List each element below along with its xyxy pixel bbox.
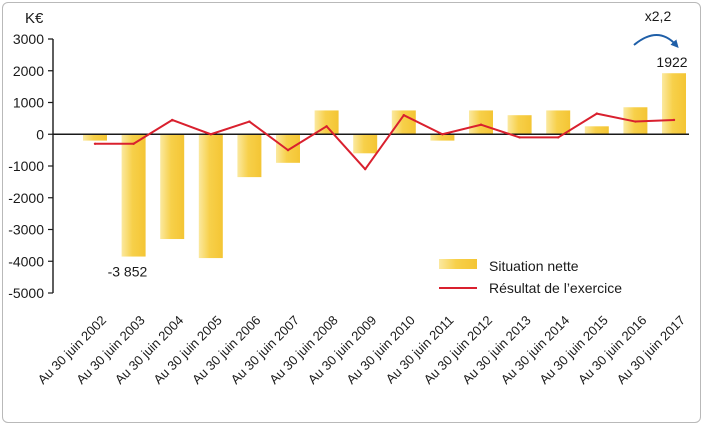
point-resultat-exercice xyxy=(364,167,367,171)
y-tick-label: 2000 xyxy=(13,63,44,79)
y-unit-label: K€ xyxy=(25,10,44,27)
x-tick-label: Au 30 juin 2008 xyxy=(266,313,341,388)
x-tick-label: Au 30 juin 2010 xyxy=(343,313,418,388)
point-resultat-exercice xyxy=(325,125,328,128)
legend-label-situation-nette: Situation nette xyxy=(489,258,579,274)
y-tick-label: -1000 xyxy=(8,158,44,174)
bar-situation-nette xyxy=(314,110,339,135)
line-resultat-exercice xyxy=(95,112,675,171)
bar-situation-nette xyxy=(353,134,378,154)
point-resultat-exercice xyxy=(595,112,598,115)
line-series xyxy=(93,112,676,171)
bar-situation-nette xyxy=(121,134,146,257)
bar-situation-nette xyxy=(198,134,223,259)
bar-situation-nette xyxy=(430,134,455,141)
point-resultat-exercice xyxy=(132,142,135,145)
bar-situation-nette xyxy=(469,110,493,135)
bar-situation-nette xyxy=(276,134,300,163)
point-resultat-exercice xyxy=(248,120,251,123)
x-tick-label: Au 30 juin 2009 xyxy=(305,313,380,388)
x-tick-label: Au 30 juin 2014 xyxy=(498,313,573,388)
annotation-multiplier: x2,2 xyxy=(645,8,672,24)
point-resultat-exercice xyxy=(209,133,212,136)
legend: Situation nette Résultat de l’exercice xyxy=(439,258,622,296)
legend-swatch-situation-nette xyxy=(439,259,477,269)
x-tick-label: Au 30 juin 2016 xyxy=(575,313,650,388)
x-tick-label: Au 30 juin 2007 xyxy=(228,313,303,388)
point-resultat-exercice xyxy=(441,133,444,136)
point-resultat-exercice xyxy=(557,136,560,139)
legend-label-resultat: Résultat de l’exercice xyxy=(489,280,622,296)
y-tick-label: -4000 xyxy=(8,253,44,269)
x-tick-label: Au 30 juin 2013 xyxy=(459,313,534,388)
x-tick-label: Au 30 juin 2005 xyxy=(150,313,225,388)
x-tick-label: Au 30 juin 2002 xyxy=(35,313,110,388)
growth-arrow-icon xyxy=(633,34,679,48)
annotation-max-value: 1922 xyxy=(656,54,687,70)
y-axis: 3000 2000 1000 0 -1000 -2000 -3000 -4000 -5000 xyxy=(8,31,54,301)
point-resultat-exercice xyxy=(672,118,676,122)
x-tick-label: Au 30 juin 2011 xyxy=(383,313,457,387)
bar-situation-nette xyxy=(391,110,416,135)
bar-situation-nette xyxy=(160,134,185,240)
y-tick-label: 1000 xyxy=(13,95,44,111)
y-tick-label: 0 xyxy=(36,126,44,142)
y-tick-label: -2000 xyxy=(8,190,44,206)
x-tick-label: Au 30 juin 2017 xyxy=(614,313,689,388)
x-tick-label: Au 30 juin 2004 xyxy=(112,313,187,388)
bar-situation-nette xyxy=(237,134,262,178)
bar-situation-nette xyxy=(662,73,686,135)
y-tick-label: -3000 xyxy=(8,222,44,238)
y-tick-label: -5000 xyxy=(8,285,44,301)
x-tick-label: Au 30 juin 2006 xyxy=(189,313,264,388)
x-tick-label: Au 30 juin 2003 xyxy=(73,313,148,388)
x-tick-label: Au 30 juin 2012 xyxy=(421,313,496,388)
bar-situation-nette xyxy=(83,134,107,141)
chart-svg: K€ 3000 2000 1000 0 -1000 -2000 -3000 -4000 -500… xyxy=(8,8,689,388)
bar-situation-nette xyxy=(546,110,571,135)
point-resultat-exercice xyxy=(518,136,521,139)
point-resultat-exercice xyxy=(479,123,483,126)
bar-situation-nette xyxy=(584,126,609,135)
x-tick-label: Au 30 juin 2015 xyxy=(536,313,611,388)
y-tick-label: 3000 xyxy=(13,31,44,47)
point-resultat-exercice xyxy=(171,118,174,122)
annotation-min-value: -3 852 xyxy=(108,264,148,280)
point-resultat-exercice xyxy=(402,114,405,117)
bar-situation-nette xyxy=(507,115,532,135)
point-resultat-exercice xyxy=(634,120,637,123)
point-resultat-exercice xyxy=(286,148,290,152)
point-resultat-exercice xyxy=(93,142,97,145)
bar-series xyxy=(83,73,686,259)
